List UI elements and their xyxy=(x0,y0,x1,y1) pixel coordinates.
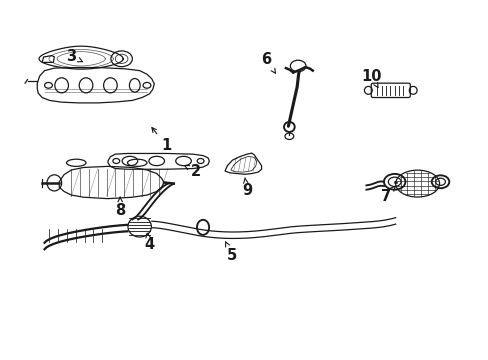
Text: 4: 4 xyxy=(144,233,154,252)
Text: 6: 6 xyxy=(261,52,275,73)
Text: 2: 2 xyxy=(184,163,201,179)
Text: 7: 7 xyxy=(380,186,395,204)
Text: 8: 8 xyxy=(115,197,125,218)
Text: 1: 1 xyxy=(152,127,171,153)
Text: 10: 10 xyxy=(360,68,381,87)
Text: 5: 5 xyxy=(225,242,237,263)
Text: 3: 3 xyxy=(66,49,82,64)
Text: 9: 9 xyxy=(242,178,251,198)
